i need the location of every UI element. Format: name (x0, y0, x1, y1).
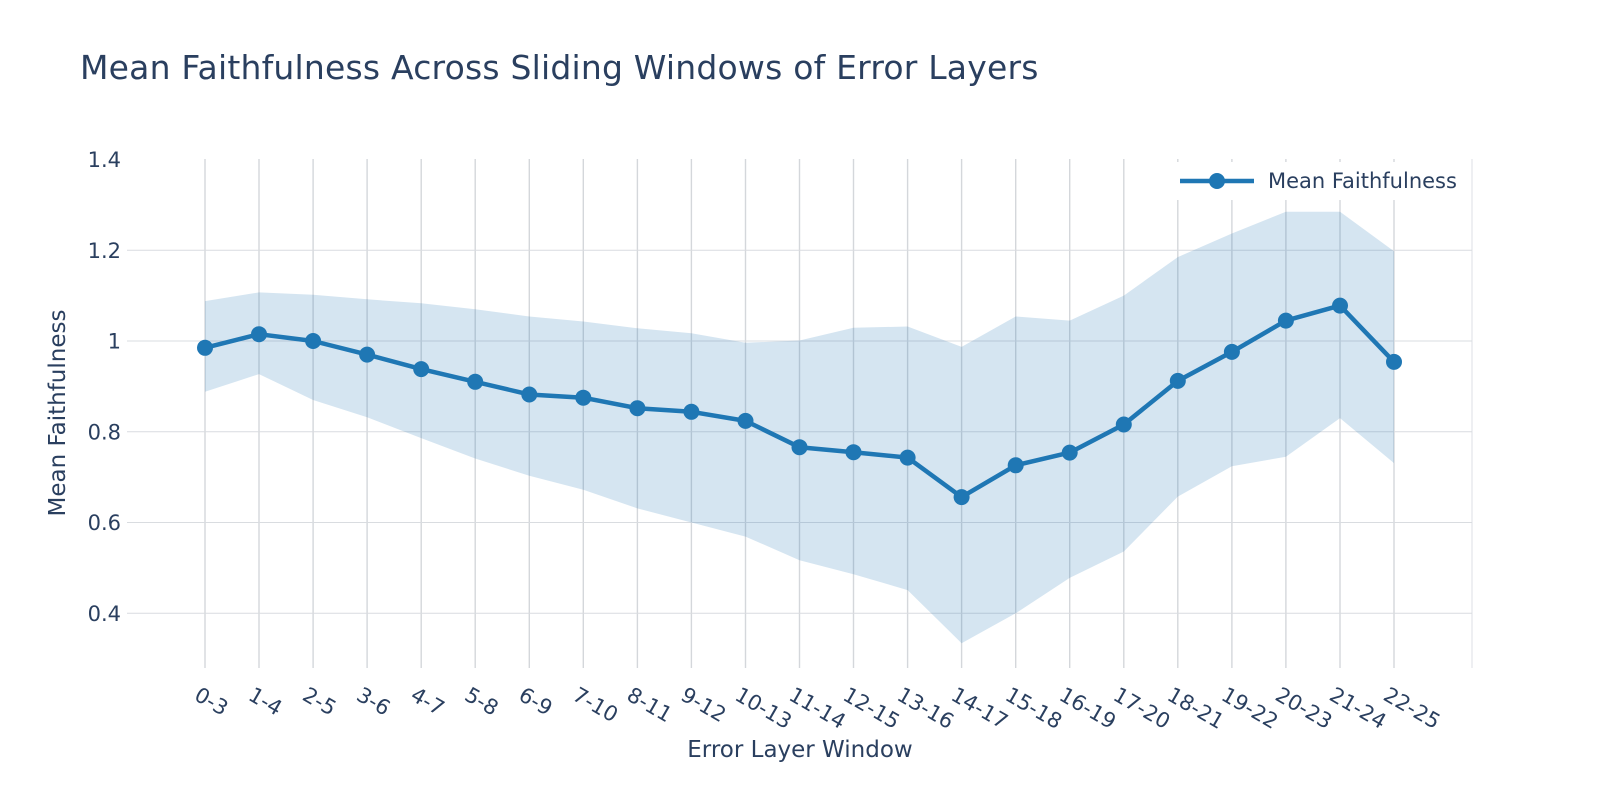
x-tick-label: 22-25 (1380, 683, 1445, 734)
data-point-marker (1061, 444, 1078, 461)
data-point-marker (791, 439, 808, 456)
y-tick-label: 1.2 (88, 239, 121, 263)
data-point-marker (521, 386, 538, 403)
y-tick-label: 0.6 (88, 511, 121, 535)
x-tick-label: 3-6 (353, 683, 395, 721)
data-point-marker (197, 339, 213, 356)
x-tick-label: 19-22 (1217, 683, 1282, 734)
data-point-marker (953, 489, 970, 506)
data-point-marker (359, 346, 376, 363)
confidence-band (205, 211, 1394, 644)
y-tick-label: 1.4 (88, 148, 121, 172)
data-point-marker (467, 373, 484, 390)
data-point-marker (251, 326, 267, 343)
data-point-marker (575, 389, 592, 406)
data-point-marker (629, 400, 646, 417)
y-tick-label: 0.8 (88, 420, 121, 444)
data-point-marker (1115, 416, 1132, 433)
data-point-marker (845, 444, 862, 461)
legend-label: Mean Faithfulness (1268, 169, 1457, 193)
data-point-marker (413, 361, 430, 378)
data-point-marker (737, 412, 754, 429)
y-tick-label: 1 (108, 330, 121, 354)
x-tick-label: 4-7 (407, 683, 449, 721)
x-tick-label: 12-15 (839, 683, 904, 734)
x-tick-label: 18-21 (1163, 683, 1228, 734)
data-point-marker (1386, 353, 1402, 370)
data-point-marker (899, 449, 916, 466)
x-tick-label: 16-19 (1055, 683, 1120, 734)
data-point-marker (1007, 457, 1024, 474)
x-tick-label: 11-14 (785, 683, 850, 734)
legend-line-marker-icon (1180, 173, 1254, 189)
x-tick-label: 2-5 (299, 683, 341, 721)
legend-item-mean-faithfulness[interactable]: Mean Faithfulness (1168, 162, 1469, 200)
x-tick-label: 6-9 (515, 683, 557, 721)
x-tick-label: 0-3 (191, 683, 233, 721)
x-tick-label: 14-17 (947, 683, 1012, 734)
x-tick-label: 9-12 (677, 683, 730, 728)
x-axis-title: Error Layer Window (687, 737, 913, 763)
x-tick-label: 7-10 (569, 683, 622, 728)
x-tick-label: 21-24 (1326, 683, 1391, 734)
data-point-marker (1332, 297, 1348, 314)
x-tick-label: 15-18 (1001, 683, 1066, 734)
data-point-marker (1277, 312, 1294, 329)
x-tick-label: 1-4 (245, 683, 287, 721)
x-tick-label: 10-13 (731, 683, 796, 734)
y-axis-title: Mean Faithfulness (45, 309, 71, 517)
data-point-marker (1223, 343, 1240, 360)
chart-title: Mean Faithfulness Across Sliding Windows… (80, 48, 1039, 87)
x-tick-label: 20-23 (1271, 683, 1336, 734)
data-point-marker (683, 403, 700, 420)
x-tick-label: 8-11 (623, 683, 676, 728)
y-tick-label: 0.4 (88, 602, 121, 626)
x-tick-label: 5-8 (461, 683, 503, 721)
data-point-marker (1169, 372, 1186, 389)
x-tick-label: 17-20 (1109, 683, 1174, 734)
data-point-marker (305, 333, 322, 349)
x-tick-label: 13-16 (893, 683, 958, 734)
